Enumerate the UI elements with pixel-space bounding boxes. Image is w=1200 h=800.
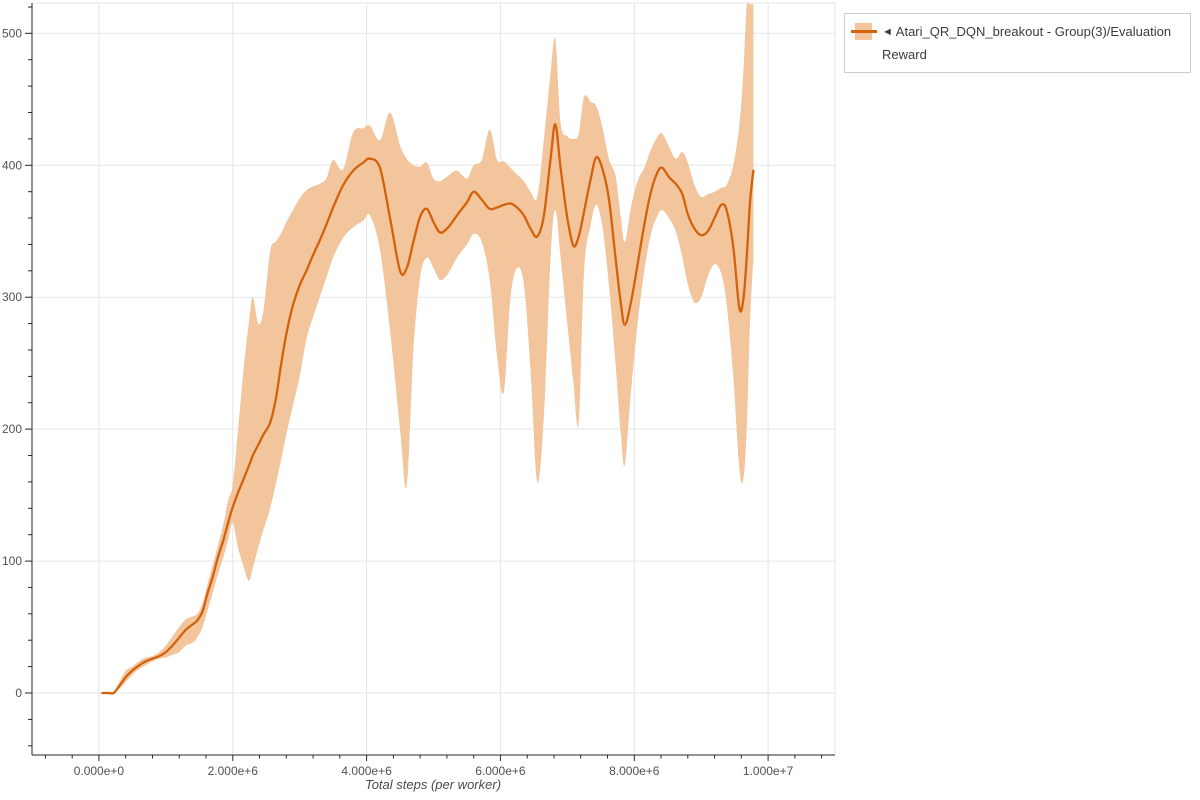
x-tick-label: 0.000e+0 <box>74 764 125 778</box>
y-tick-label: 500 <box>2 26 22 40</box>
legend-marker-icon: ◄ <box>882 26 893 38</box>
y-tick-label: 100 <box>2 554 22 568</box>
y-tick-label: 0 <box>15 686 22 700</box>
legend[interactable]: ◄ Atari_QR_DQN_breakout - Group(3)/Evalu… <box>844 13 1191 73</box>
legend-label-text: Atari_QR_DQN_breakout - Group(3)/Evaluat… <box>882 24 1172 62</box>
y-tick-label: 400 <box>2 158 22 172</box>
confidence-band <box>102 3 754 694</box>
x-tick-label: 6.000e+6 <box>475 764 526 778</box>
legend-line-swatch <box>851 30 877 33</box>
y-tick-label: 300 <box>2 290 22 304</box>
axes <box>25 3 835 761</box>
legend-label: ◄ Atari_QR_DQN_breakout - Group(3)/Evalu… <box>882 21 1184 65</box>
tick-labels: 0 100 200 300 400 500 0.000e+0 2.000e+6 4.000e+6… <box>2 26 794 778</box>
legend-swatch <box>851 21 877 43</box>
x-axis-title: Total steps (per worker) <box>365 777 501 792</box>
x-tick-label: 2.000e+6 <box>208 764 259 778</box>
series-group <box>101 3 755 695</box>
x-tick-label: 1.000e+7 <box>743 764 794 778</box>
x-tick-label: 8.000e+6 <box>609 764 660 778</box>
mean-line <box>101 123 755 695</box>
x-tick-label: 4.000e+6 <box>341 764 392 778</box>
plot-area: 0 100 200 300 400 500 0.000e+0 2.000e+6 4.000e+6… <box>2 2 836 778</box>
y-tick-label: 200 <box>2 422 22 436</box>
gridlines <box>32 2 836 755</box>
